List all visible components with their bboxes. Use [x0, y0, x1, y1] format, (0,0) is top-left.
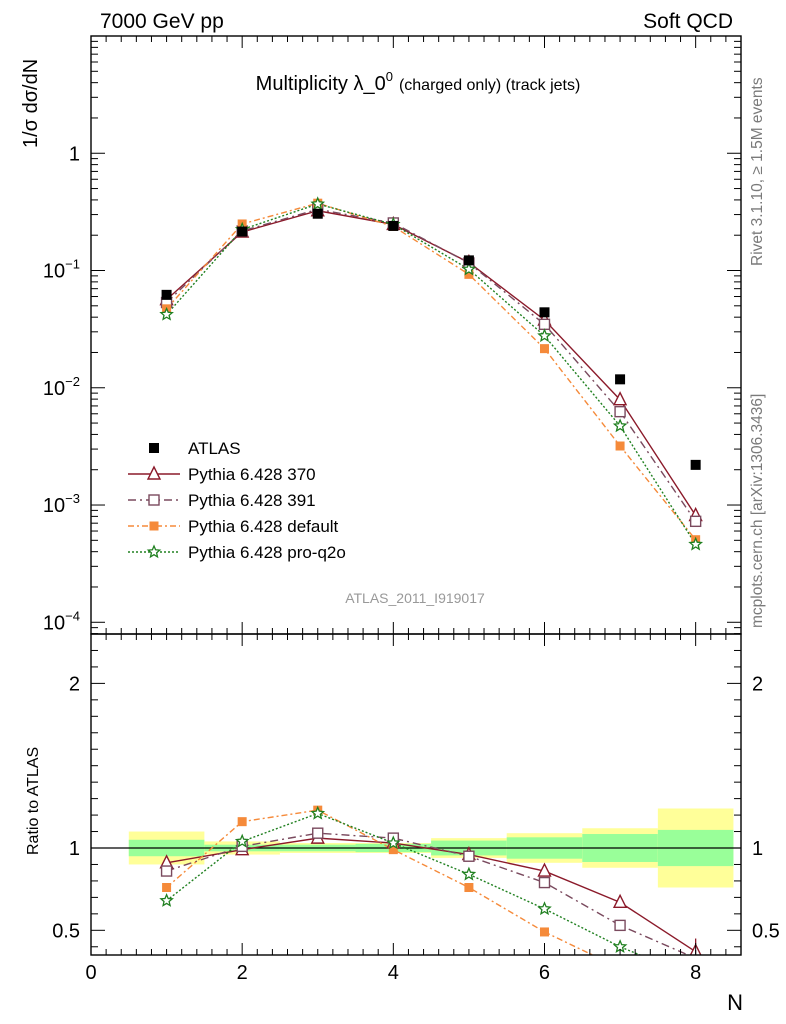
- rivet-label: Rivet 3.1.10, ≥ 1.5M events: [749, 77, 766, 266]
- ylabel-ratio: Ratio to ATLAS: [25, 747, 42, 855]
- mcplots-label: mcplots.cern.ch [arXiv:1306.3436]: [749, 394, 766, 628]
- y-tick-label-main: 10−4: [43, 608, 80, 634]
- y-tick-label-ratio-right: 0.5: [752, 920, 780, 942]
- x-tick-label: 8: [690, 962, 701, 984]
- axis-tick-labels: 0 2 4 6 8 1 10−1 10−2 10−3 10−4 0.5 0.5 1 1 2 2: [43, 143, 780, 984]
- series-3-ratio-point-2: [237, 817, 247, 827]
- legend-label-1: Pythia 6.428 370: [188, 465, 316, 484]
- atlas-point-1: [161, 289, 172, 300]
- series-3-main-point-6: [539, 344, 549, 354]
- legend-marker-2: [148, 494, 160, 506]
- y-tick-label-main: 10−2: [43, 374, 80, 400]
- y-tick-label-main: 1: [69, 143, 80, 165]
- series-1-main-point-7: [612, 391, 628, 406]
- atlas-point-8: [690, 459, 701, 470]
- title-sup: 0: [386, 69, 393, 84]
- header-right: Soft QCD: [643, 10, 733, 33]
- x-tick-label: 6: [539, 962, 550, 984]
- y-tick-label-ratio-right: 1: [752, 838, 763, 860]
- series-3-ratio-point-5: [464, 883, 474, 893]
- series-2-ratio-point-5: [463, 850, 475, 862]
- series-4-ratio-point-3: [310, 805, 326, 820]
- legend-label-4: Pythia 6.428 pro-q2o: [188, 543, 346, 562]
- atlas-point-7: [615, 374, 626, 385]
- x-tick-label: 4: [388, 962, 399, 984]
- y-tick-label-ratio-left: 2: [69, 673, 80, 695]
- legend-label-3: Pythia 6.428 default: [188, 517, 339, 536]
- series-1-ratio-point-6: [537, 862, 552, 877]
- ratio-panel-series: [159, 805, 702, 955]
- ratio-frame: [90, 633, 742, 956]
- ylabel-main: 1/σ dσ/dN: [20, 59, 42, 148]
- series-2-ratio-point-7: [614, 919, 626, 932]
- atlas-point-5: [463, 255, 474, 266]
- series-3-main-point-7: [615, 441, 625, 451]
- series-2-ratio-point-1: [160, 865, 173, 877]
- title-main: Multiplicity λ_0: [256, 73, 386, 95]
- x-tick-label: 0: [85, 962, 96, 984]
- series-4-main-point-1: [159, 306, 174, 321]
- legend: ATLAS Pythia 6.428 370 Pythia 6.428 391 Pyt…: [128, 439, 346, 562]
- series-4-ratio-point-4: [385, 835, 401, 850]
- y-tick-label-main: 10−1: [43, 257, 80, 283]
- axis-ticks: [90, 35, 742, 955]
- series-line-ratio-3: [166, 809, 595, 955]
- series-line-ratio-1: [166, 837, 697, 953]
- series-4-ratio-point-6: [537, 901, 552, 916]
- header-left: 7000 GeV pp: [100, 10, 224, 33]
- atlas-point-2: [237, 226, 248, 237]
- legend-label-atlas: ATLAS: [188, 439, 241, 458]
- series-4-ratio-point-5: [461, 866, 477, 881]
- plot-title: Multiplicity λ_00 (charged only) (track j…: [256, 69, 581, 95]
- series-4-main-point-3: [310, 196, 326, 211]
- atlas-point-6: [539, 307, 550, 318]
- series-line-main-1: [166, 210, 697, 516]
- series-1-ratio-point-7: [612, 893, 628, 909]
- xlabel: N: [727, 990, 743, 1015]
- y-tick-label-ratio-left: 1: [69, 838, 80, 860]
- y-tick-label-ratio-right: 2: [752, 673, 763, 695]
- atlas-point-4: [388, 220, 399, 231]
- legend-label-2: Pythia 6.428 391: [188, 491, 316, 510]
- y-tick-label-main: 10−3: [43, 491, 80, 517]
- series-2-main-point-8: [689, 515, 702, 528]
- x-tick-label: 2: [237, 962, 248, 984]
- series-2-ratio-point-6: [538, 876, 551, 889]
- series-3-ratio-point-6: [539, 927, 549, 937]
- series-4-ratio-point-2: [234, 833, 250, 848]
- series-line-main-3: [166, 202, 697, 541]
- series-4-main-point-5: [461, 261, 477, 276]
- plot-frames: [90, 35, 742, 956]
- atlas-point-3: [312, 208, 323, 219]
- series-4-main-point-6: [537, 328, 552, 343]
- legend-marker-4: [146, 544, 162, 559]
- analysis-id: ATLAS_2011_I919017: [345, 590, 485, 606]
- y-tick-label-ratio-left: 0.5: [52, 920, 80, 942]
- series-2-main-point-6: [538, 318, 551, 331]
- legend-marker-1: [146, 465, 162, 480]
- series-4-main-point-7: [612, 418, 628, 433]
- atlas-data-points: [161, 208, 701, 470]
- series-4-ratio-point-1: [159, 893, 174, 907]
- series-2-ratio-point-3: [312, 827, 324, 839]
- legend-marker-atlas: [149, 443, 159, 453]
- series-line-ratio-2: [166, 832, 690, 955]
- series-4-main-point-8: [688, 536, 704, 551]
- series-2-main-point-7: [614, 405, 626, 418]
- title-small: (charged only) (track jets): [399, 77, 580, 94]
- series-3-ratio-point-1: [162, 883, 172, 893]
- series-line-ratio-4: [166, 812, 642, 955]
- legend-marker-3: [149, 521, 159, 531]
